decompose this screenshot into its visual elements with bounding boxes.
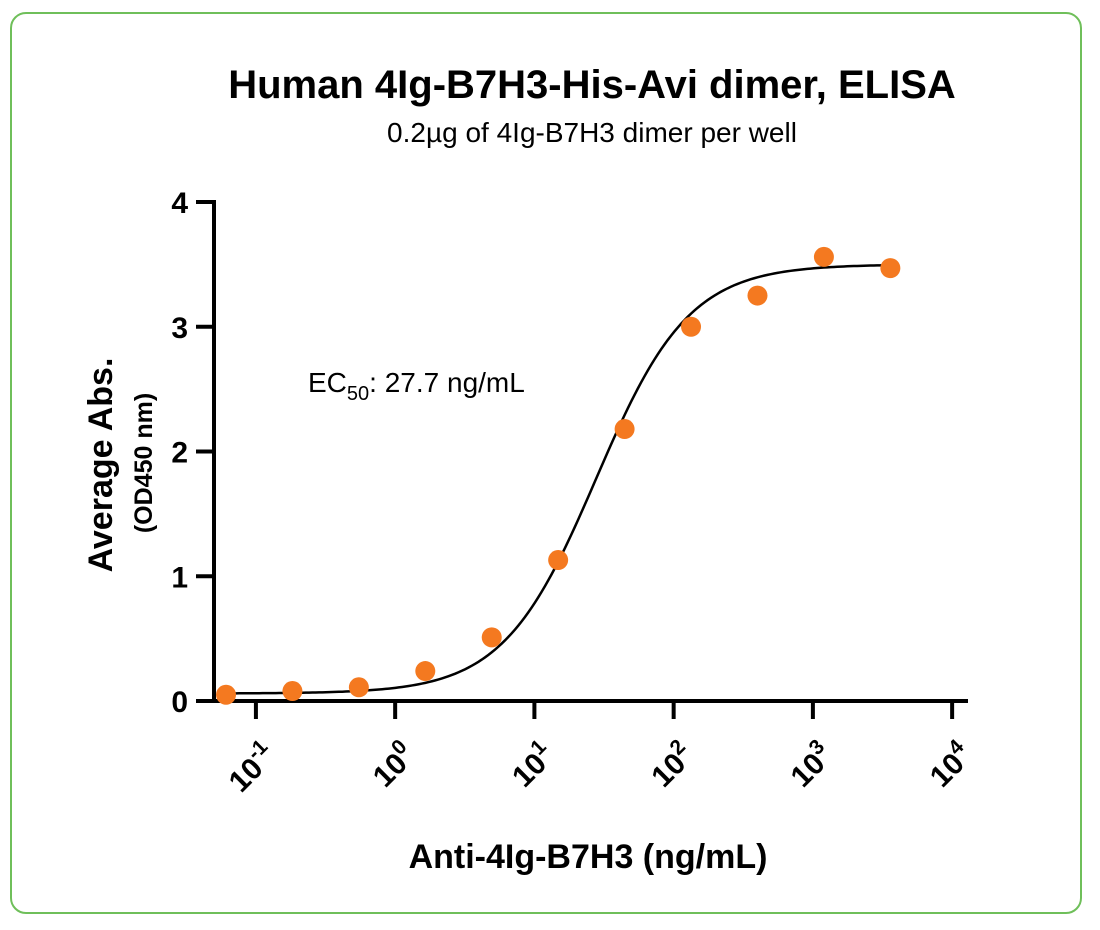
data-point <box>216 684 237 705</box>
ec50-annotation: EC50: 27.7 ng/mL <box>308 367 525 405</box>
y-axis-subtitle: (OD450 nm) <box>130 393 158 533</box>
x-tick-label: 104 <box>920 735 979 794</box>
x-tick-label: 10-1 <box>219 735 283 799</box>
ec50-value: : 27.7 ng/mL <box>369 367 525 398</box>
data-point <box>747 285 768 306</box>
x-tick-label: 103 <box>781 735 840 794</box>
data-point <box>415 661 436 682</box>
data-point <box>548 550 569 571</box>
chart-card <box>10 12 1082 914</box>
x-tick-label: 102 <box>642 735 701 794</box>
y-tick-label: 2 <box>171 437 188 470</box>
data-point <box>880 258 901 279</box>
data-point <box>681 316 702 337</box>
data-point <box>481 627 502 648</box>
y-tick-label: 4 <box>171 187 188 220</box>
fit-curve-layer <box>226 263 891 695</box>
data-point <box>282 681 303 702</box>
x-tick-label: 100 <box>363 735 422 794</box>
y-axis-title: Average Abs. <box>82 358 120 573</box>
ec50-prefix: EC <box>308 367 347 398</box>
chart-subtitle: 0.2µg of 4Ig-B7H3 dimer per well <box>387 117 797 148</box>
data-point <box>348 677 369 698</box>
fit-curve <box>226 263 891 695</box>
axes: 0 1 2 3 4 10-1 100 101 102 103 104 <box>171 187 979 799</box>
data-points <box>216 246 901 705</box>
y-tick-label: 1 <box>171 561 188 594</box>
y-tick-label: 3 <box>171 312 188 345</box>
y-tick-label: 0 <box>171 686 188 719</box>
x-axis-title: Anti-4Ig-B7H3 (ng/mL) <box>409 838 768 876</box>
data-point <box>614 419 635 440</box>
x-tick-label: 101 <box>503 735 562 794</box>
data-point <box>813 246 834 267</box>
chart-title: Human 4Ig-B7H3-His-Avi dimer, ELISA <box>228 63 956 107</box>
ec50-subscript: 50 <box>347 383 369 405</box>
